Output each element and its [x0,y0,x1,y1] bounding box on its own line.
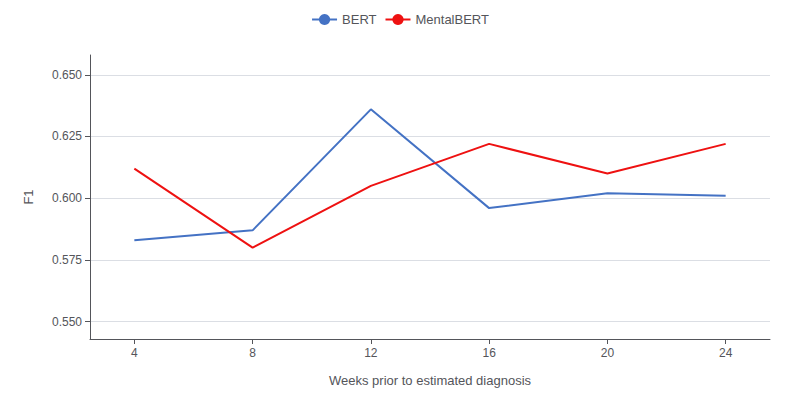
svg-text:0.550: 0.550 [52,315,82,329]
svg-text:0.600: 0.600 [52,191,82,205]
svg-text:F1: F1 [21,189,36,204]
svg-text:Weeks prior to estimated diagn: Weeks prior to estimated diagnosis [329,373,532,388]
svg-text:BERT: BERT [342,12,376,27]
svg-text:0.575: 0.575 [52,253,82,267]
svg-text:4: 4 [131,346,138,360]
svg-text:0.650: 0.650 [52,68,82,82]
svg-text:20: 20 [601,346,615,360]
svg-text:MentalBERT: MentalBERT [415,12,489,27]
svg-text:16: 16 [482,346,496,360]
svg-text:8: 8 [249,346,256,360]
svg-text:24: 24 [719,346,733,360]
svg-text:12: 12 [364,346,378,360]
svg-text:0.625: 0.625 [52,129,82,143]
